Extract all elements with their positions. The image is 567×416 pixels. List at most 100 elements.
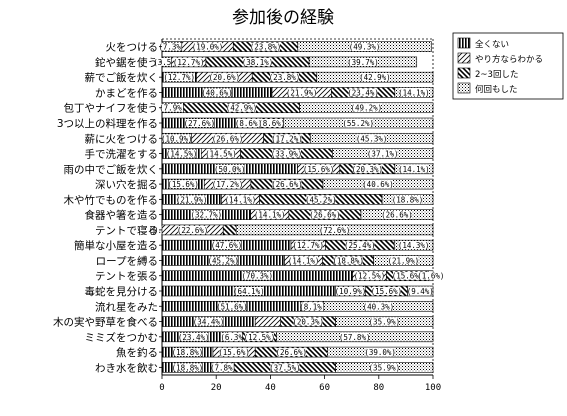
- data-label: (26.6%): [212, 134, 244, 143]
- data-label-background: [393, 195, 423, 204]
- data-label: (26.6%): [271, 180, 303, 189]
- data-label-background: [154, 57, 179, 66]
- data-label-background: [211, 363, 236, 372]
- data-label-background: [354, 271, 384, 280]
- data-label: (38.1%): [242, 58, 274, 67]
- data-label: (17.2%): [271, 134, 303, 143]
- data-label-background: [179, 332, 209, 341]
- data-label-background: [388, 256, 418, 265]
- chart-title: 参加後の経験: [232, 8, 334, 28]
- data-label: (23.8%): [250, 43, 282, 52]
- data-label-background: [320, 225, 350, 234]
- data-label-background: [399, 88, 429, 97]
- data-label-background: [162, 134, 192, 143]
- data-label-background: [172, 348, 202, 357]
- data-label-background: [382, 210, 412, 219]
- data-label: (8.6%): [235, 119, 262, 128]
- data-label-background: [350, 42, 380, 51]
- data-label-background: [227, 103, 257, 112]
- data-label-background: [345, 241, 375, 250]
- data-label-background: [172, 363, 202, 372]
- category-label: 毒蛇を見分ける: [85, 285, 159, 298]
- legend-swatch: [457, 52, 471, 64]
- data-label: (64.1%): [233, 287, 265, 296]
- data-label: (20.3%): [351, 165, 383, 174]
- data-label: (12.7%): [173, 58, 205, 67]
- category-label: テントを張る: [95, 271, 158, 283]
- data-label: (18.8%): [332, 256, 364, 265]
- data-label-background: [371, 287, 401, 295]
- category-label: 鉈や鋸を使う: [95, 56, 158, 69]
- data-label: (45.2%): [305, 195, 337, 204]
- data-label-background: [270, 363, 300, 372]
- data-label-background: [269, 73, 299, 82]
- category-label: 流れ星をみた: [95, 300, 158, 313]
- data-label: (12.7%): [292, 241, 324, 250]
- data-label: (3.5%): [153, 58, 180, 67]
- category-label: 包丁やナイフを使う: [64, 102, 159, 115]
- data-label-background: [219, 348, 249, 357]
- data-label: (18.8%): [172, 348, 204, 357]
- data-label-background: [174, 57, 204, 66]
- data-label: (72.6%): [319, 226, 351, 235]
- data-label-background: [357, 134, 387, 143]
- data-label: (37.5%): [269, 363, 301, 372]
- legend-box: [452, 32, 564, 100]
- category-label: 木や竹でものを作る: [64, 193, 159, 206]
- data-label-background: [293, 241, 323, 250]
- data-label-background: [234, 287, 264, 295]
- data-label: (23.8%): [269, 73, 301, 82]
- data-label-background: [272, 134, 302, 143]
- data-label-background: [242, 271, 272, 280]
- data-label: (8.6%): [258, 119, 285, 128]
- data-label: (17.2%): [212, 180, 244, 189]
- data-label-background: [310, 210, 340, 219]
- data-label-background: [213, 180, 243, 189]
- category-label: 薪でご飯を炊く: [85, 71, 159, 84]
- data-label-background: [259, 119, 284, 127]
- data-label-background: [333, 256, 363, 265]
- data-label: (23.4%): [347, 88, 379, 97]
- data-label-background: [293, 317, 323, 326]
- data-label: (57.8%): [339, 333, 371, 342]
- category-label: 食器や箸を造る: [85, 209, 159, 222]
- data-label: (25.4%): [344, 241, 376, 250]
- data-label: (40.6%): [201, 88, 233, 97]
- data-label-background: [351, 103, 381, 112]
- legend-label: 何回もした: [475, 84, 518, 95]
- data-label-background: [209, 73, 239, 82]
- data-label-background: [306, 195, 336, 204]
- category-label: 火をつける: [106, 42, 159, 54]
- data-label: (35.9%): [369, 318, 401, 327]
- category-label: 雨の中でご飯を炊く: [64, 163, 159, 176]
- data-label: (26.6%): [275, 348, 307, 357]
- category-label: 3つ以上の料理を作る: [57, 117, 158, 130]
- data-label-background: [272, 149, 302, 158]
- data-label: (15.6%): [392, 272, 424, 281]
- data-label: (10.9%): [161, 134, 193, 143]
- bar-segment: [222, 224, 237, 236]
- data-label: (40.3%): [363, 302, 395, 311]
- category-label: 薪に火をつける: [85, 133, 159, 145]
- data-label-background: [225, 195, 255, 204]
- data-label: (12.5%): [244, 333, 276, 342]
- data-label: (15.6%): [218, 348, 250, 357]
- data-label: (12.7%): [163, 73, 195, 82]
- data-label-background: [304, 164, 334, 173]
- data-label-background: [193, 42, 223, 51]
- data-label: (12.5%): [354, 272, 386, 281]
- data-label: (8.1%): [299, 302, 326, 311]
- data-label: (32.7%): [191, 211, 223, 220]
- data-label: (21.9%): [176, 195, 208, 204]
- category-label: わき水を飲む: [95, 361, 158, 374]
- x-tick-label: 100: [425, 383, 441, 393]
- data-label-background: [287, 88, 317, 97]
- data-label: (22.6%): [177, 226, 209, 235]
- data-label-background: [206, 149, 236, 158]
- data-label: (33.9%): [271, 150, 303, 159]
- data-label: (18.8%): [172, 363, 204, 372]
- x-tick-label: 60: [319, 383, 330, 393]
- data-label-background: [368, 149, 398, 158]
